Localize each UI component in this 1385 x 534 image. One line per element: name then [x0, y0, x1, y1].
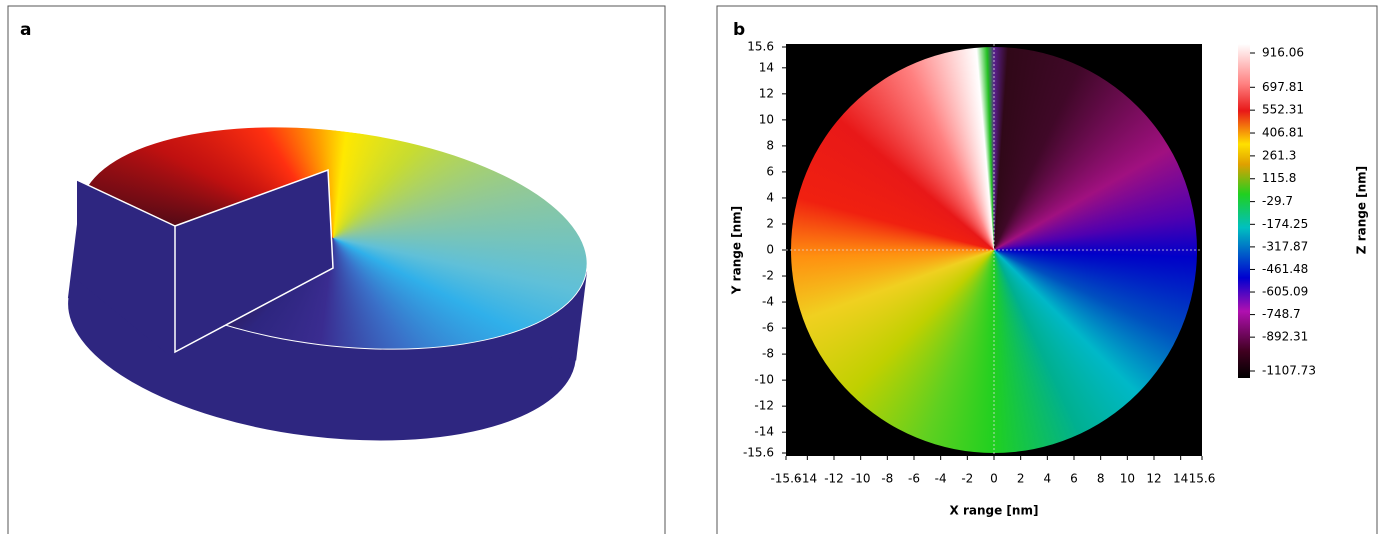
panel-frame: [7, 5, 666, 534]
x-tick-label: 2: [1017, 472, 1025, 486]
y-tick-label: 10: [759, 112, 774, 126]
x-tick-label: -8: [881, 472, 893, 486]
y-tick-label: 2: [766, 216, 774, 230]
colorbar-tick-label: -605.09: [1262, 285, 1308, 299]
y-tick-label: 6: [766, 164, 774, 178]
x-tick-label: 8: [1097, 472, 1105, 486]
x-axis-label: X range [nm]: [950, 504, 1039, 518]
y-tick-label: 4: [766, 190, 774, 204]
panel-label: b: [733, 20, 745, 40]
x-tick-label: 4: [1044, 472, 1052, 486]
colorbar-tick-label: 552.31: [1262, 103, 1304, 117]
colorbar: [1238, 44, 1250, 378]
y-axis-label: Y range [nm]: [730, 206, 744, 295]
colorbar-tick-label: -29.7: [1262, 194, 1293, 208]
cut-face: [174, 168, 334, 354]
x-tick-label: -15.6: [770, 472, 801, 486]
panel-label: a: [20, 20, 31, 40]
colorbar-tick-label: -892.31: [1262, 330, 1308, 344]
x-tick-label: 10: [1120, 472, 1135, 486]
x-tick-label: -4: [935, 472, 947, 486]
colorbar-tick-label: -461.48: [1262, 262, 1308, 276]
x-tick-label: -14: [798, 472, 818, 486]
y-tick-label: -14: [754, 425, 774, 439]
colorbar-label: Z range [nm]: [1355, 166, 1369, 254]
x-tick-label: -12: [824, 472, 844, 486]
y-tick-label: -10: [754, 373, 774, 387]
y-tick-label: -4: [762, 295, 774, 309]
cut-side: [77, 180, 175, 360]
y-tick-label: -2: [762, 269, 774, 283]
cut-edge: [76, 179, 176, 227]
colorbar-tick-label: 261.3: [1262, 148, 1296, 162]
colorbar-tick-label: -748.7: [1262, 307, 1301, 321]
panel-frame: [716, 5, 1378, 534]
colorbar-tick-label: 697.81: [1262, 80, 1304, 94]
y-tick-label: -12: [754, 399, 774, 413]
colorbar-tick-label: -174.25: [1262, 217, 1308, 231]
x-tick-label: 15.6: [1189, 472, 1216, 486]
y-tick-label: 14: [759, 60, 774, 74]
y-tick-label: 12: [759, 86, 774, 100]
x-tick-label: 0: [990, 472, 998, 486]
x-tick-label: 6: [1070, 472, 1078, 486]
y-tick-label: -6: [762, 321, 774, 335]
y-tick-label: 8: [766, 138, 774, 152]
y-tick-label: 0: [766, 243, 774, 257]
colorbar-tick-label: 406.81: [1262, 126, 1304, 140]
colorbar-tick-label: 115.8: [1262, 171, 1296, 185]
colorbar-tick-label: -317.87: [1262, 239, 1308, 253]
x-tick-label: -6: [908, 472, 920, 486]
y-tick-label: -8: [762, 347, 774, 361]
x-tick-label: 12: [1146, 472, 1161, 486]
x-tick-label: 14: [1173, 472, 1188, 486]
colorbar-tick-label: -1107.73: [1262, 364, 1316, 378]
y-tick-label: 15.6: [747, 40, 774, 54]
y-tick-label: -15.6: [743, 446, 774, 460]
colorbar-tick-label: 916.06: [1262, 46, 1304, 60]
x-tick-label: -2: [961, 472, 973, 486]
x-tick-label: -10: [851, 472, 871, 486]
